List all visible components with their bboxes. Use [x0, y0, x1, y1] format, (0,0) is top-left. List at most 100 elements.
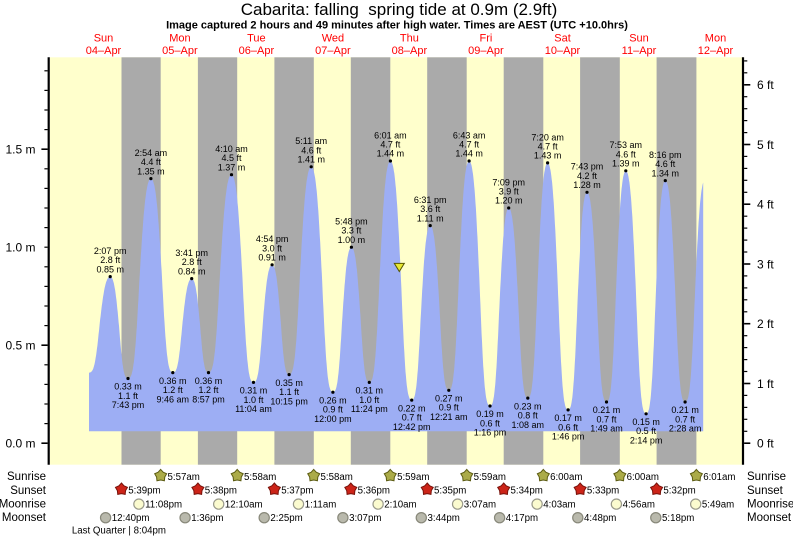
svg-text:6:00am: 6:00am — [550, 472, 582, 483]
svg-text:5:11 am: 5:11 am — [295, 136, 327, 146]
svg-text:0.21 m: 0.21 m — [671, 405, 699, 415]
svg-text:5:57am: 5:57am — [168, 472, 200, 483]
svg-text:7:43 pm: 7:43 pm — [112, 400, 145, 410]
svg-text:10–Apr: 10–Apr — [545, 45, 581, 57]
svg-text:2:14 pm: 2:14 pm — [630, 436, 663, 446]
svg-text:12:42 pm: 12:42 pm — [393, 422, 431, 432]
svg-text:5:58am: 5:58am — [244, 472, 276, 483]
svg-text:1.28 m: 1.28 m — [573, 180, 601, 190]
svg-text:1.2 ft: 1.2 ft — [163, 385, 184, 395]
svg-text:0.35 m: 0.35 m — [275, 378, 303, 388]
svg-text:4.2 ft: 4.2 ft — [577, 171, 598, 181]
svg-text:0.27 m: 0.27 m — [435, 394, 463, 404]
svg-text:3.6 ft: 3.6 ft — [420, 204, 441, 214]
svg-text:0.17 m: 0.17 m — [554, 413, 582, 423]
svg-text:Sunset: Sunset — [10, 485, 47, 497]
svg-text:8:57 pm: 8:57 pm — [192, 394, 225, 404]
svg-text:7:20 am: 7:20 am — [531, 132, 564, 142]
svg-text:4.7 ft: 4.7 ft — [459, 140, 480, 150]
svg-text:7:43 pm: 7:43 pm — [571, 162, 604, 172]
svg-text:1:11am: 1:11am — [305, 500, 337, 511]
svg-text:4.7 ft: 4.7 ft — [380, 140, 401, 150]
svg-text:7:53 am: 7:53 am — [610, 140, 643, 150]
svg-text:11:24 pm: 11:24 pm — [351, 404, 388, 414]
svg-text:0.7 ft: 0.7 ft — [402, 413, 423, 423]
svg-text:1 ft: 1 ft — [757, 377, 774, 391]
svg-text:4.6 ft: 4.6 ft — [655, 159, 676, 169]
svg-text:10:15 pm: 10:15 pm — [270, 396, 308, 406]
svg-text:0.21 m: 0.21 m — [593, 405, 621, 415]
svg-text:5:49am: 5:49am — [702, 500, 734, 511]
svg-text:5 ft: 5 ft — [757, 138, 774, 152]
svg-text:1:36pm: 1:36pm — [191, 513, 223, 524]
svg-text:1.39 m: 1.39 m — [612, 159, 640, 169]
svg-text:4:10 am: 4:10 am — [215, 144, 248, 154]
svg-text:3.3 ft: 3.3 ft — [341, 226, 362, 236]
svg-text:1.44 m: 1.44 m — [455, 149, 483, 159]
svg-text:2:07 pm: 2:07 pm — [94, 246, 127, 256]
svg-text:1.41 m: 1.41 m — [297, 155, 325, 165]
svg-text:0.5 ft: 0.5 ft — [636, 426, 657, 436]
svg-text:1.0 ft: 1.0 ft — [359, 395, 380, 405]
svg-text:4.7 ft: 4.7 ft — [538, 142, 559, 152]
svg-text:3.9 ft: 3.9 ft — [499, 187, 520, 197]
svg-text:4.5 ft: 4.5 ft — [221, 153, 242, 163]
svg-text:3 ft: 3 ft — [757, 257, 774, 271]
svg-text:0.15 m: 0.15 m — [632, 417, 660, 427]
svg-text:5:34pm: 5:34pm — [511, 486, 543, 497]
svg-text:3:07pm: 3:07pm — [349, 513, 381, 524]
svg-text:1.43 m: 1.43 m — [534, 151, 562, 161]
svg-text:2.8 ft: 2.8 ft — [182, 257, 203, 267]
svg-text:Fri: Fri — [479, 33, 492, 45]
svg-text:Sun: Sun — [629, 33, 649, 45]
svg-text:5:35pm: 5:35pm — [434, 486, 466, 497]
svg-text:2.8 ft: 2.8 ft — [100, 255, 121, 265]
svg-text:05–Apr: 05–Apr — [162, 45, 198, 57]
svg-text:0.26 m: 0.26 m — [319, 395, 347, 405]
svg-text:5:18pm: 5:18pm — [662, 513, 694, 524]
svg-text:0.85 m: 0.85 m — [96, 264, 124, 274]
svg-text:Tue: Tue — [247, 33, 266, 45]
svg-text:12:00 pm: 12:00 pm — [314, 414, 352, 424]
svg-text:6:43 am: 6:43 am — [453, 130, 486, 140]
svg-text:1.37 m: 1.37 m — [218, 162, 246, 172]
svg-text:0.7 ft: 0.7 ft — [675, 415, 696, 425]
svg-text:2:25pm: 2:25pm — [270, 513, 302, 524]
svg-text:Sunrise: Sunrise — [7, 471, 46, 483]
svg-text:0.36 m: 0.36 m — [159, 376, 187, 386]
svg-text:3:07am: 3:07am — [464, 500, 496, 511]
svg-text:5:48 pm: 5:48 pm — [335, 217, 368, 227]
svg-text:4.6 ft: 4.6 ft — [616, 149, 637, 159]
svg-text:5:37pm: 5:37pm — [281, 486, 313, 497]
svg-text:3:44pm: 3:44pm — [428, 513, 460, 524]
svg-text:1.20 m: 1.20 m — [495, 196, 523, 206]
svg-text:Sunrise: Sunrise — [747, 471, 786, 483]
svg-text:09–Apr: 09–Apr — [468, 45, 504, 57]
svg-text:11:08pm: 11:08pm — [145, 500, 182, 511]
svg-text:9:46 am: 9:46 am — [157, 394, 190, 404]
svg-text:1.35 m: 1.35 m — [137, 166, 165, 176]
svg-text:Mon: Mon — [169, 33, 190, 45]
svg-text:2:10am: 2:10am — [384, 500, 416, 511]
svg-text:Moonrise: Moonrise — [747, 498, 793, 510]
svg-text:1.11 m: 1.11 m — [417, 213, 444, 223]
svg-text:0.7 ft: 0.7 ft — [596, 415, 617, 425]
svg-text:Wed: Wed — [322, 33, 344, 45]
svg-text:6:01 am: 6:01 am — [374, 130, 407, 140]
svg-text:1.1 ft: 1.1 ft — [118, 391, 139, 401]
svg-text:0 ft: 0 ft — [757, 437, 774, 451]
svg-text:1.0 m: 1.0 m — [5, 241, 35, 255]
svg-text:6 ft: 6 ft — [757, 78, 774, 92]
svg-text:8:16 pm: 8:16 pm — [649, 150, 682, 160]
svg-text:11:04 am: 11:04 am — [235, 404, 272, 414]
svg-text:0.22 m: 0.22 m — [398, 403, 426, 413]
svg-text:1.1 ft: 1.1 ft — [279, 387, 300, 397]
svg-text:Cabarita: falling spring tide: Cabarita: falling spring tide at 0.9m (2… — [241, 0, 558, 19]
svg-text:4:54 pm: 4:54 pm — [256, 234, 289, 244]
svg-text:08–Apr: 08–Apr — [392, 45, 428, 57]
svg-text:6:01am: 6:01am — [703, 472, 735, 483]
svg-text:1:46 pm: 1:46 pm — [552, 432, 585, 442]
svg-text:5:33pm: 5:33pm — [587, 486, 619, 497]
svg-text:Mon: Mon — [705, 33, 726, 45]
svg-text:4:03am: 4:03am — [543, 500, 575, 511]
